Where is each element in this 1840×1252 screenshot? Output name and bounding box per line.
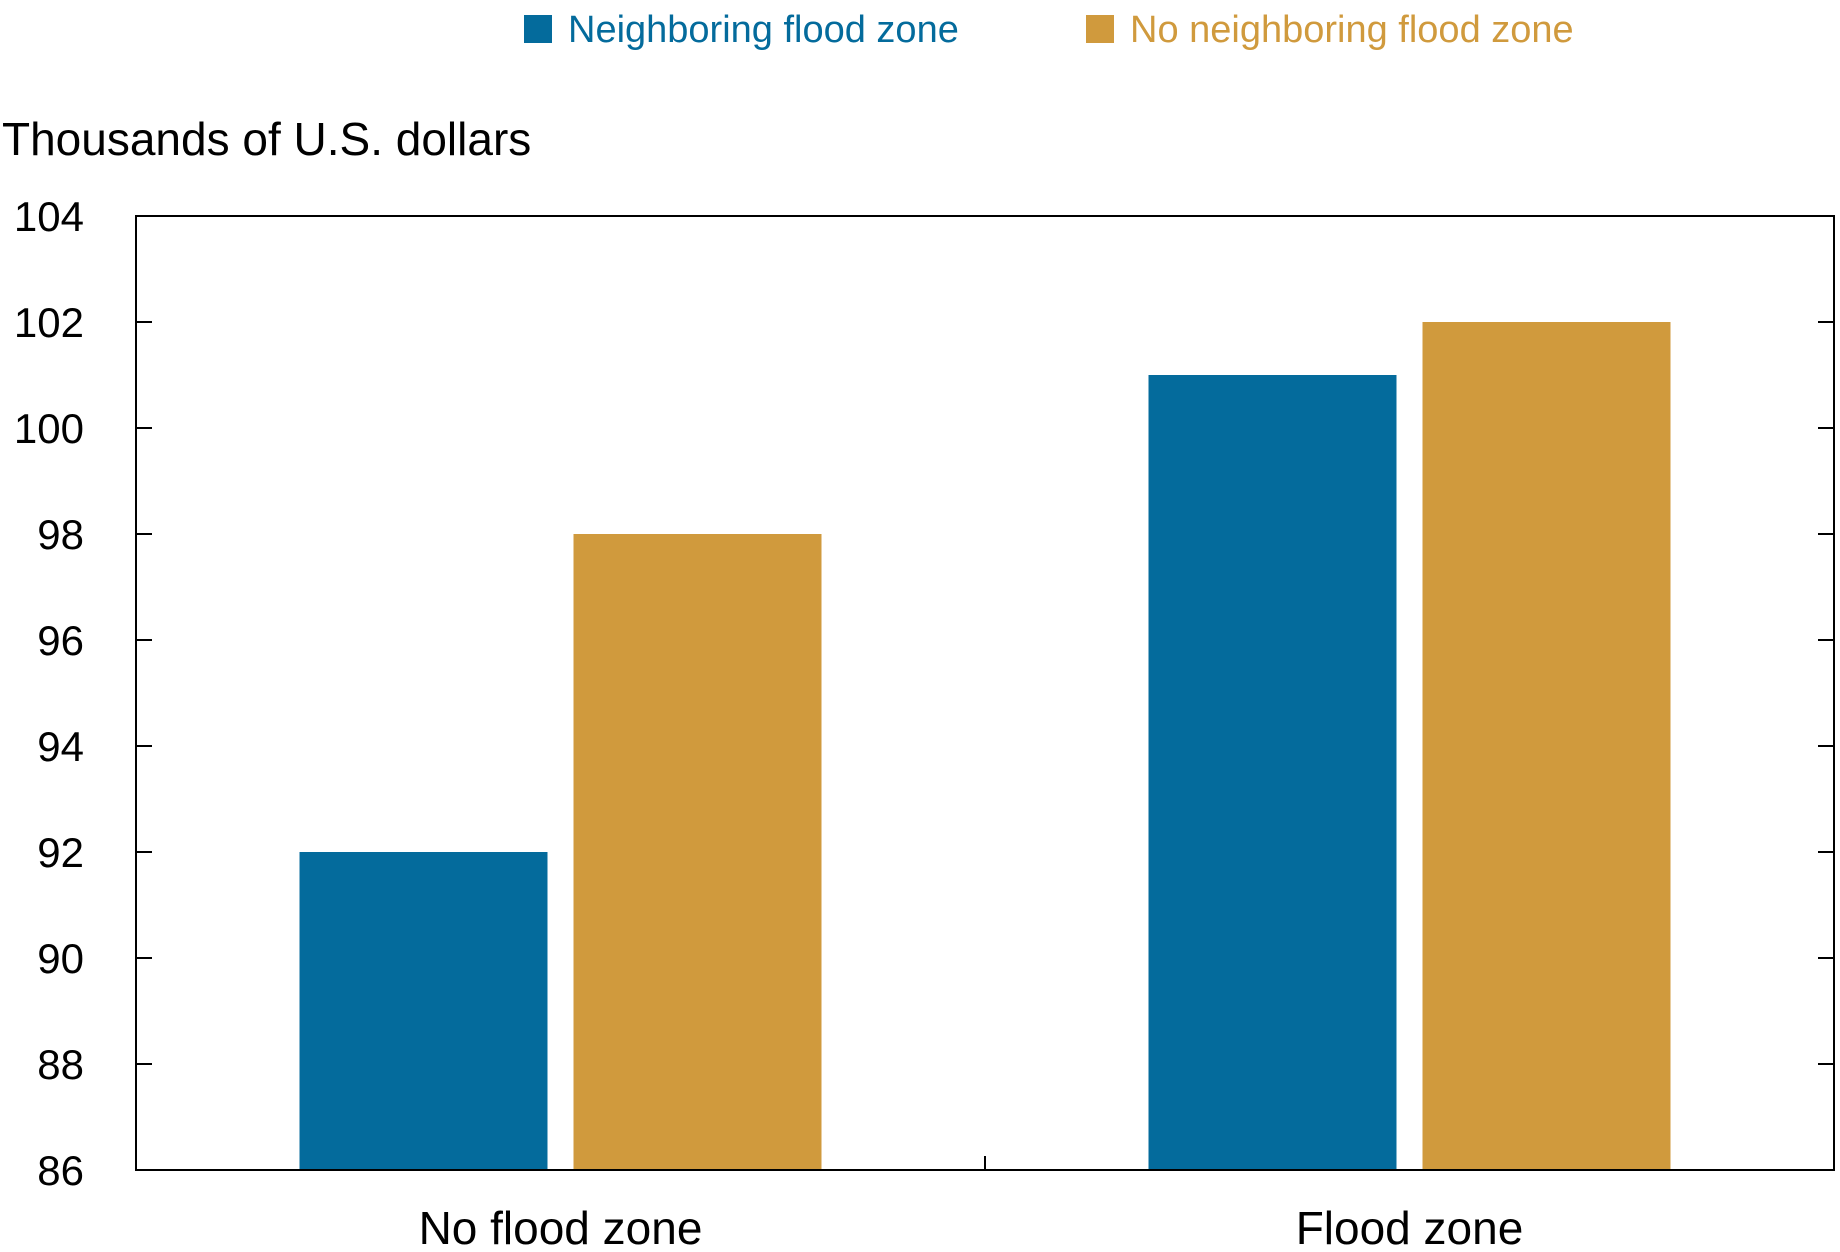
bar-no-neighboring-flood-zone	[1422, 322, 1671, 1170]
legend-label: Neighboring flood zone	[568, 9, 959, 51]
y-tick-label: 90	[37, 935, 84, 982]
y-tick-label: 94	[37, 723, 84, 770]
x-axis-categories: No flood zone Flood zone	[419, 1202, 1524, 1252]
y-tick-label: 88	[37, 1041, 84, 1088]
x-category-label: Flood zone	[1296, 1202, 1524, 1252]
bars	[299, 322, 1671, 1170]
legend-swatch	[524, 15, 552, 43]
legend: Neighboring flood zone No neighboring flo…	[524, 9, 1574, 51]
y-tick-label: 86	[37, 1147, 84, 1194]
bar-neighboring-no-flood-zone	[299, 852, 548, 1170]
y-axis-ticks: 86 88 90 92 94 96 98 100 102 104	[14, 193, 1834, 1194]
y-tick-label: 104	[14, 193, 84, 240]
bar-neighboring-flood-zone	[1148, 375, 1397, 1170]
y-tick-label: 92	[37, 829, 84, 876]
y-tick-label: 98	[37, 511, 84, 558]
y-tick-label: 102	[14, 299, 84, 346]
x-category-label: No flood zone	[419, 1202, 703, 1252]
legend-label: No neighboring flood zone	[1130, 9, 1574, 51]
y-axis-label: Thousands of U.S. dollars	[2, 113, 531, 165]
bar-no-neighboring-no-flood-zone	[573, 534, 822, 1170]
y-tick-label: 100	[14, 405, 84, 452]
plot-frame	[135, 215, 1835, 1171]
legend-swatch	[1086, 15, 1114, 43]
y-tick-label: 96	[37, 617, 84, 664]
